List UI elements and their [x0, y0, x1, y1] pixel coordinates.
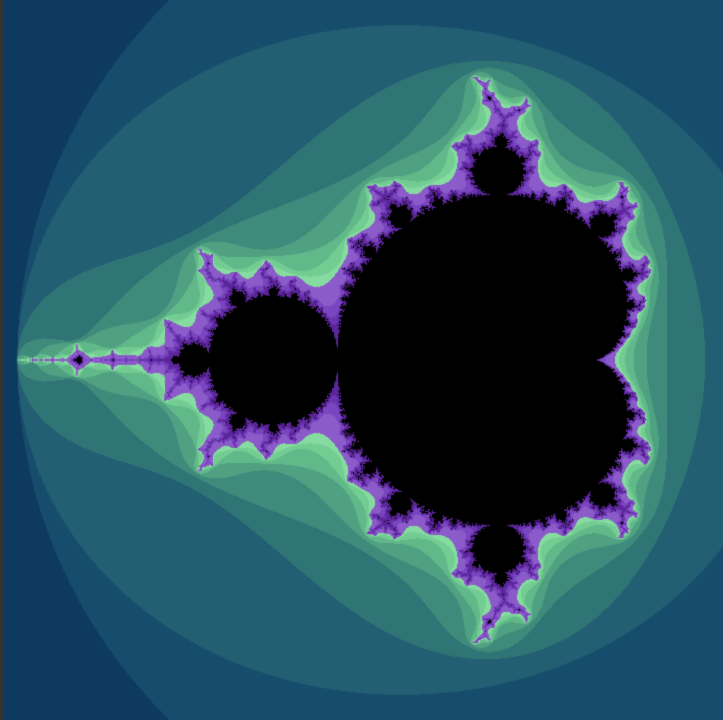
left-border [0, 0, 4, 720]
mandelbrot-fractal-image [4, 0, 723, 720]
